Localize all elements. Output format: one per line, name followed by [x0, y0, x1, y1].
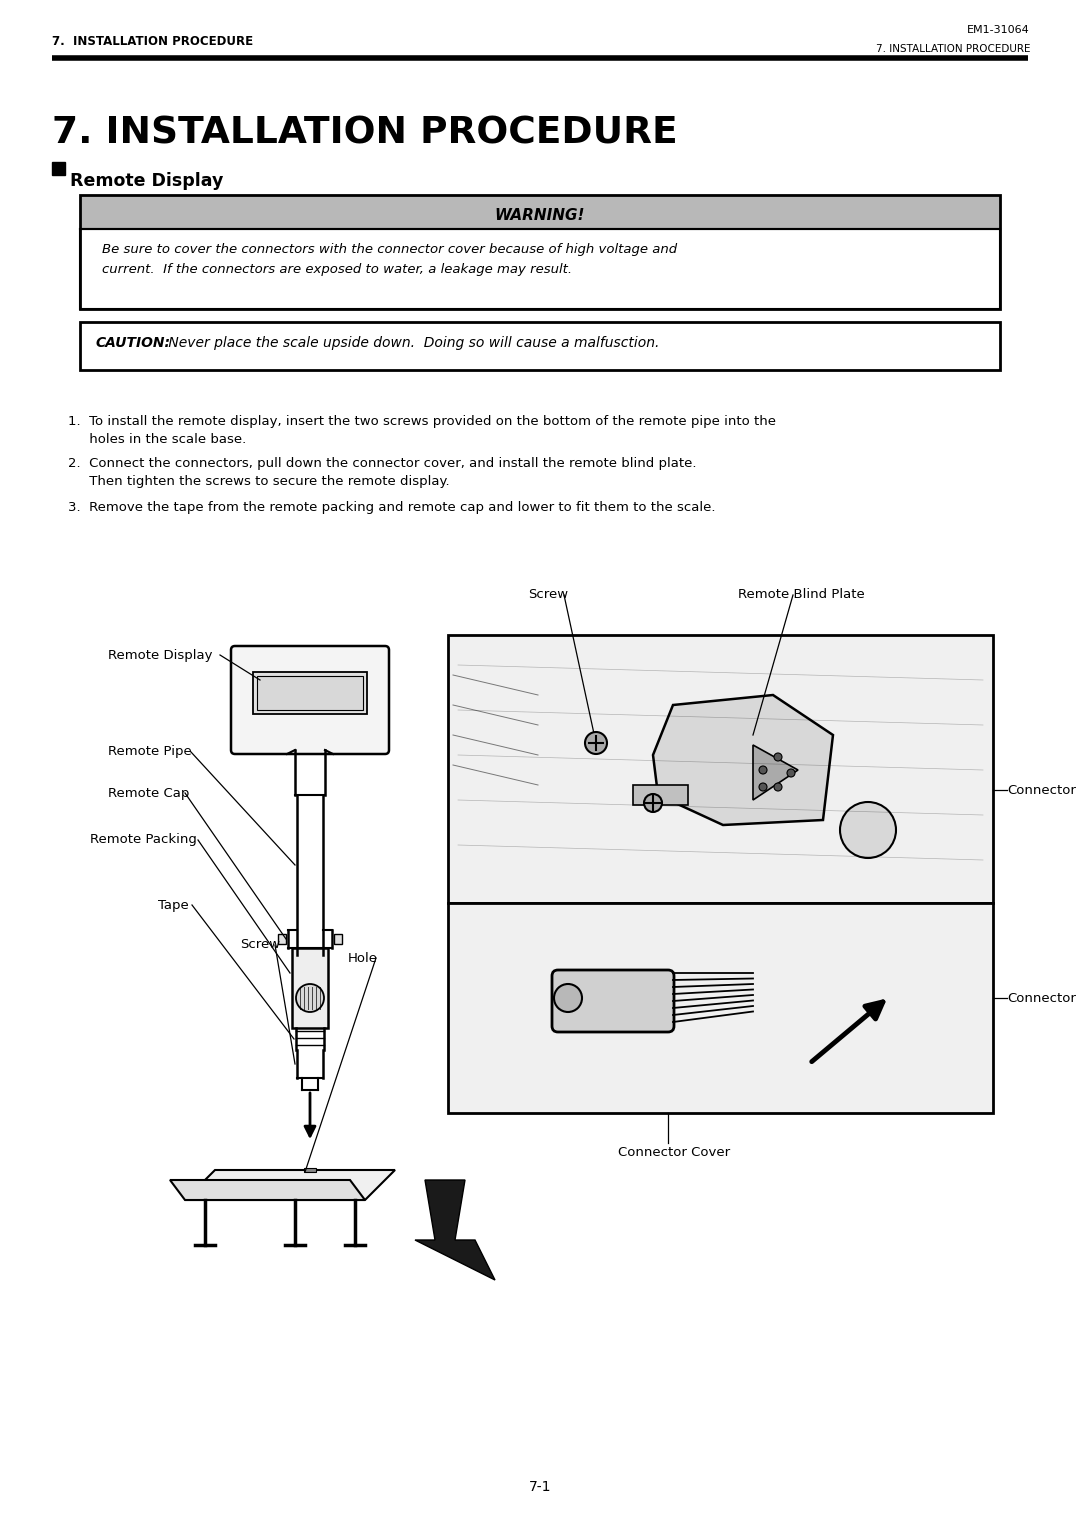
- Text: Be sure to cover the connectors with the connector cover because of high voltage: Be sure to cover the connectors with the…: [102, 242, 677, 256]
- Bar: [257, 676, 363, 711]
- Bar: [80, 195, 1000, 310]
- Text: Then tighten the screws to secure the remote display.: Then tighten the screws to secure the re…: [68, 474, 449, 488]
- Circle shape: [774, 782, 782, 791]
- Bar: [253, 673, 367, 714]
- Bar: [448, 634, 993, 903]
- Polygon shape: [653, 695, 833, 825]
- Bar: [292, 949, 328, 1028]
- Text: EM1-31064: EM1-31064: [968, 24, 1030, 35]
- Text: Screw: Screw: [240, 938, 280, 952]
- Text: 7-1: 7-1: [529, 1479, 551, 1494]
- Text: 3.  Remove the tape from the remote packing and remote cap and lower to fit them: 3. Remove the tape from the remote packi…: [68, 502, 715, 514]
- Polygon shape: [753, 746, 798, 801]
- Text: Tape: Tape: [158, 898, 189, 912]
- Circle shape: [296, 984, 324, 1013]
- Bar: [334, 933, 342, 944]
- Text: CAUTION:: CAUTION:: [96, 336, 171, 351]
- Text: Hole: Hole: [348, 952, 378, 964]
- Bar: [278, 933, 286, 944]
- Text: Remote Pipe: Remote Pipe: [108, 746, 192, 758]
- FancyBboxPatch shape: [552, 970, 674, 1032]
- Bar: [633, 785, 688, 805]
- Text: current.  If the connectors are exposed to water, a leakage may result.: current. If the connectors are exposed t…: [102, 262, 572, 276]
- Bar: [80, 322, 1000, 371]
- Text: Remote Display: Remote Display: [70, 172, 224, 191]
- Circle shape: [554, 984, 582, 1013]
- Bar: [52, 162, 65, 175]
- Bar: [303, 1168, 316, 1173]
- Polygon shape: [415, 1180, 495, 1279]
- Text: Never place the scale upside down.  Doing so will cause a malfusction.: Never place the scale upside down. Doing…: [164, 336, 660, 351]
- Text: Connector: Connector: [1007, 784, 1076, 796]
- Text: Remote Display: Remote Display: [108, 648, 213, 662]
- Text: 7.  INSTALLATION PROCEDURE: 7. INSTALLATION PROCEDURE: [52, 35, 253, 47]
- Polygon shape: [185, 1170, 395, 1200]
- Text: Screw: Screw: [528, 589, 568, 601]
- Circle shape: [774, 753, 782, 761]
- Bar: [80, 229, 1000, 310]
- Polygon shape: [170, 1180, 365, 1200]
- FancyBboxPatch shape: [231, 647, 389, 753]
- Circle shape: [585, 732, 607, 753]
- Bar: [80, 195, 1000, 229]
- Circle shape: [644, 795, 662, 811]
- Circle shape: [787, 769, 795, 778]
- Text: 7. INSTALLATION PROCEDURE: 7. INSTALLATION PROCEDURE: [52, 114, 677, 151]
- Text: Connector Cover: Connector Cover: [618, 1147, 730, 1159]
- Text: WARNING!: WARNING!: [495, 207, 585, 223]
- Circle shape: [840, 802, 896, 859]
- Text: 7. INSTALLATION PROCEDURE: 7. INSTALLATION PROCEDURE: [876, 44, 1030, 53]
- Text: 2.  Connect the connectors, pull down the connector cover, and install the remot: 2. Connect the connectors, pull down the…: [68, 458, 697, 470]
- Text: 1.  To install the remote display, insert the two screws provided on the bottom : 1. To install the remote display, insert…: [68, 415, 777, 429]
- Circle shape: [759, 766, 767, 775]
- Bar: [448, 903, 993, 1113]
- Text: Connector: Connector: [1007, 991, 1076, 1005]
- Text: Remote Cap: Remote Cap: [108, 787, 189, 799]
- Text: Remote Packing: Remote Packing: [90, 834, 197, 846]
- Text: Remote Blind Plate: Remote Blind Plate: [738, 589, 865, 601]
- Circle shape: [759, 782, 767, 791]
- Text: holes in the scale base.: holes in the scale base.: [68, 433, 246, 445]
